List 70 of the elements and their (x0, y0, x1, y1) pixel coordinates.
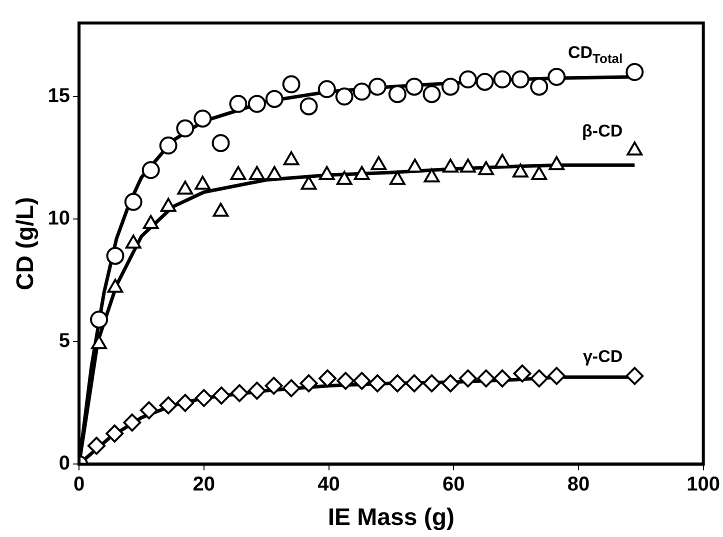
x-tick-label: 20 (192, 474, 216, 496)
point (248, 94, 266, 113)
y-tick-label: 15 (48, 85, 70, 108)
point (513, 364, 532, 383)
y-tick-label: 10 (48, 208, 70, 230)
point (88, 436, 106, 455)
point (248, 382, 266, 400)
x-tick-label: 60 (442, 474, 465, 496)
point (352, 372, 371, 390)
point (530, 369, 548, 388)
point (229, 94, 248, 113)
x-tick-label: 100 (686, 474, 720, 496)
point (140, 401, 158, 420)
point (476, 72, 494, 91)
point (282, 75, 300, 94)
point (548, 68, 566, 86)
point (124, 192, 142, 211)
point (282, 379, 300, 398)
x-axis-title: IE Mass (g) (328, 504, 455, 532)
point (212, 134, 230, 152)
point (300, 97, 318, 116)
point (368, 374, 386, 392)
y-tick-label: 0 (58, 452, 70, 475)
point (405, 78, 424, 96)
point (335, 88, 354, 106)
point (176, 394, 194, 412)
point (626, 63, 644, 82)
point (265, 90, 284, 108)
point (159, 136, 178, 155)
point (458, 369, 477, 388)
point (530, 78, 548, 96)
point (368, 78, 386, 96)
point (422, 374, 441, 392)
x-tick-label: 40 (318, 474, 340, 496)
point (176, 119, 194, 138)
point (336, 372, 355, 390)
point (212, 386, 230, 405)
point (159, 396, 178, 414)
point (422, 85, 441, 104)
point (318, 80, 336, 98)
point (493, 369, 512, 388)
point (194, 389, 213, 408)
point (142, 161, 160, 180)
point (458, 70, 477, 88)
series-label: γ-CD (582, 346, 623, 366)
x-tick-label: 0 (73, 474, 85, 496)
point (405, 374, 424, 392)
point (626, 366, 644, 385)
x-tick-label: 80 (567, 474, 590, 496)
point (493, 70, 512, 88)
point (230, 384, 248, 402)
point (511, 70, 530, 88)
point (388, 85, 406, 104)
point (194, 110, 212, 128)
y-tick-label: 5 (58, 330, 70, 352)
point (318, 369, 337, 388)
point (441, 78, 460, 96)
y-axis-title: CD (g/L) (12, 196, 40, 290)
point (106, 424, 124, 443)
point (300, 374, 318, 392)
point (264, 376, 283, 395)
point (441, 374, 460, 392)
point (388, 374, 406, 392)
point (123, 414, 142, 432)
point (90, 310, 108, 329)
point (548, 366, 566, 385)
point (106, 246, 124, 265)
series-label: β-CD (582, 121, 623, 140)
point (477, 369, 496, 388)
point (352, 82, 371, 101)
